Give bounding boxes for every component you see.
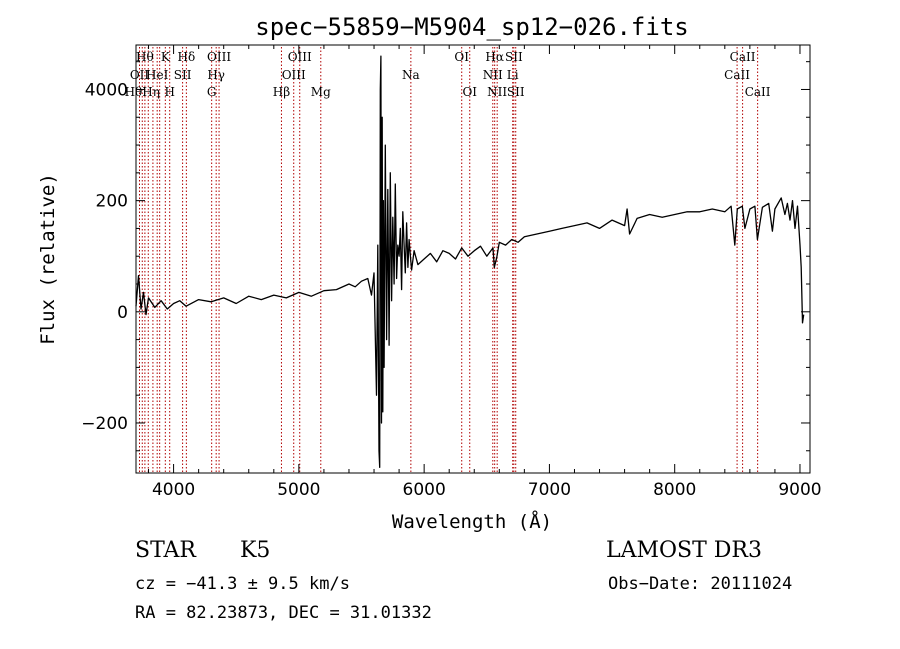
object-class: STAR [135,538,196,563]
line-label-10: Hδ [178,50,196,64]
line-label-8: H [164,85,174,99]
line-label-17: Mg [311,85,331,99]
x-tick-label-4: 8000 [653,480,696,500]
x-tick-label-2: 6000 [403,480,446,500]
plot-frame [135,44,811,474]
line-label-0: OII [130,68,150,82]
x-tick-label-1: 5000 [277,480,320,500]
line-label-5: HeI [146,68,169,82]
line-label-1: HθHη [125,85,160,99]
line-label-25: SII [505,50,523,64]
x-tick-label-0: 4000 [152,480,195,500]
observation-date: Obs−Date: 20111024 [608,574,793,594]
line-label-24: Li [507,68,519,82]
line-label-18: Na [402,68,420,82]
spectral-subclass: K5 [240,538,271,563]
line-label-19: OI [454,50,469,64]
y-tick-label-2: 200 [96,192,128,212]
line-label-27: CaII [724,68,750,82]
line-label-22: Hα [485,50,504,64]
x-axis-label: Wavelength (Å) [392,510,552,533]
line-label-23: NII [487,85,507,99]
spectrum-line [135,55,805,469]
y-tick-label-3: 4000 [85,80,128,100]
emission-line-labels: OIIHθHηHθHeIKHSIIHδGHγOIIIHβOIIIOIIIMgNa… [125,50,771,99]
line-label-11: G [207,85,217,99]
line-label-12: Hγ [207,68,225,82]
line-label-15: OIII [282,68,306,82]
line-label-20: OI [462,85,477,99]
coordinates: RA = 82.23873, DEC = 31.01332 [135,603,432,623]
x-tick-label-5: 9000 [778,480,821,500]
emission-line-markers [139,47,759,473]
line-label-14: Hβ [273,85,290,99]
redshift-velocity: cz = −41.3 ± 9.5 km/s [135,574,350,594]
line-label-16: OIII [288,50,312,64]
line-label-13: OIII [207,50,231,64]
y-tick-label-1: 0 [117,303,128,323]
line-label-26: SII [507,85,525,99]
y-axis-label: Flux (relative) [37,173,59,345]
line-label-28: CaII [730,50,756,64]
y-tick-label-0: −200 [81,414,128,434]
x-tick-label-3: 7000 [528,480,571,500]
line-label-29: CaII [745,85,771,99]
axis-ticks: 4000 5000 6000 7000 8000 9000 −200 0 200 4000 [81,45,822,500]
line-label-21: NII [483,68,503,82]
survey-name: LAMOST DR3 [606,538,762,563]
line-label-2: Hθ [136,50,154,64]
line-label-9: SII [174,68,192,82]
line-label-7: K [161,50,171,64]
chart-title: spec−55859−M5904_sp12−026.fits [255,13,688,41]
